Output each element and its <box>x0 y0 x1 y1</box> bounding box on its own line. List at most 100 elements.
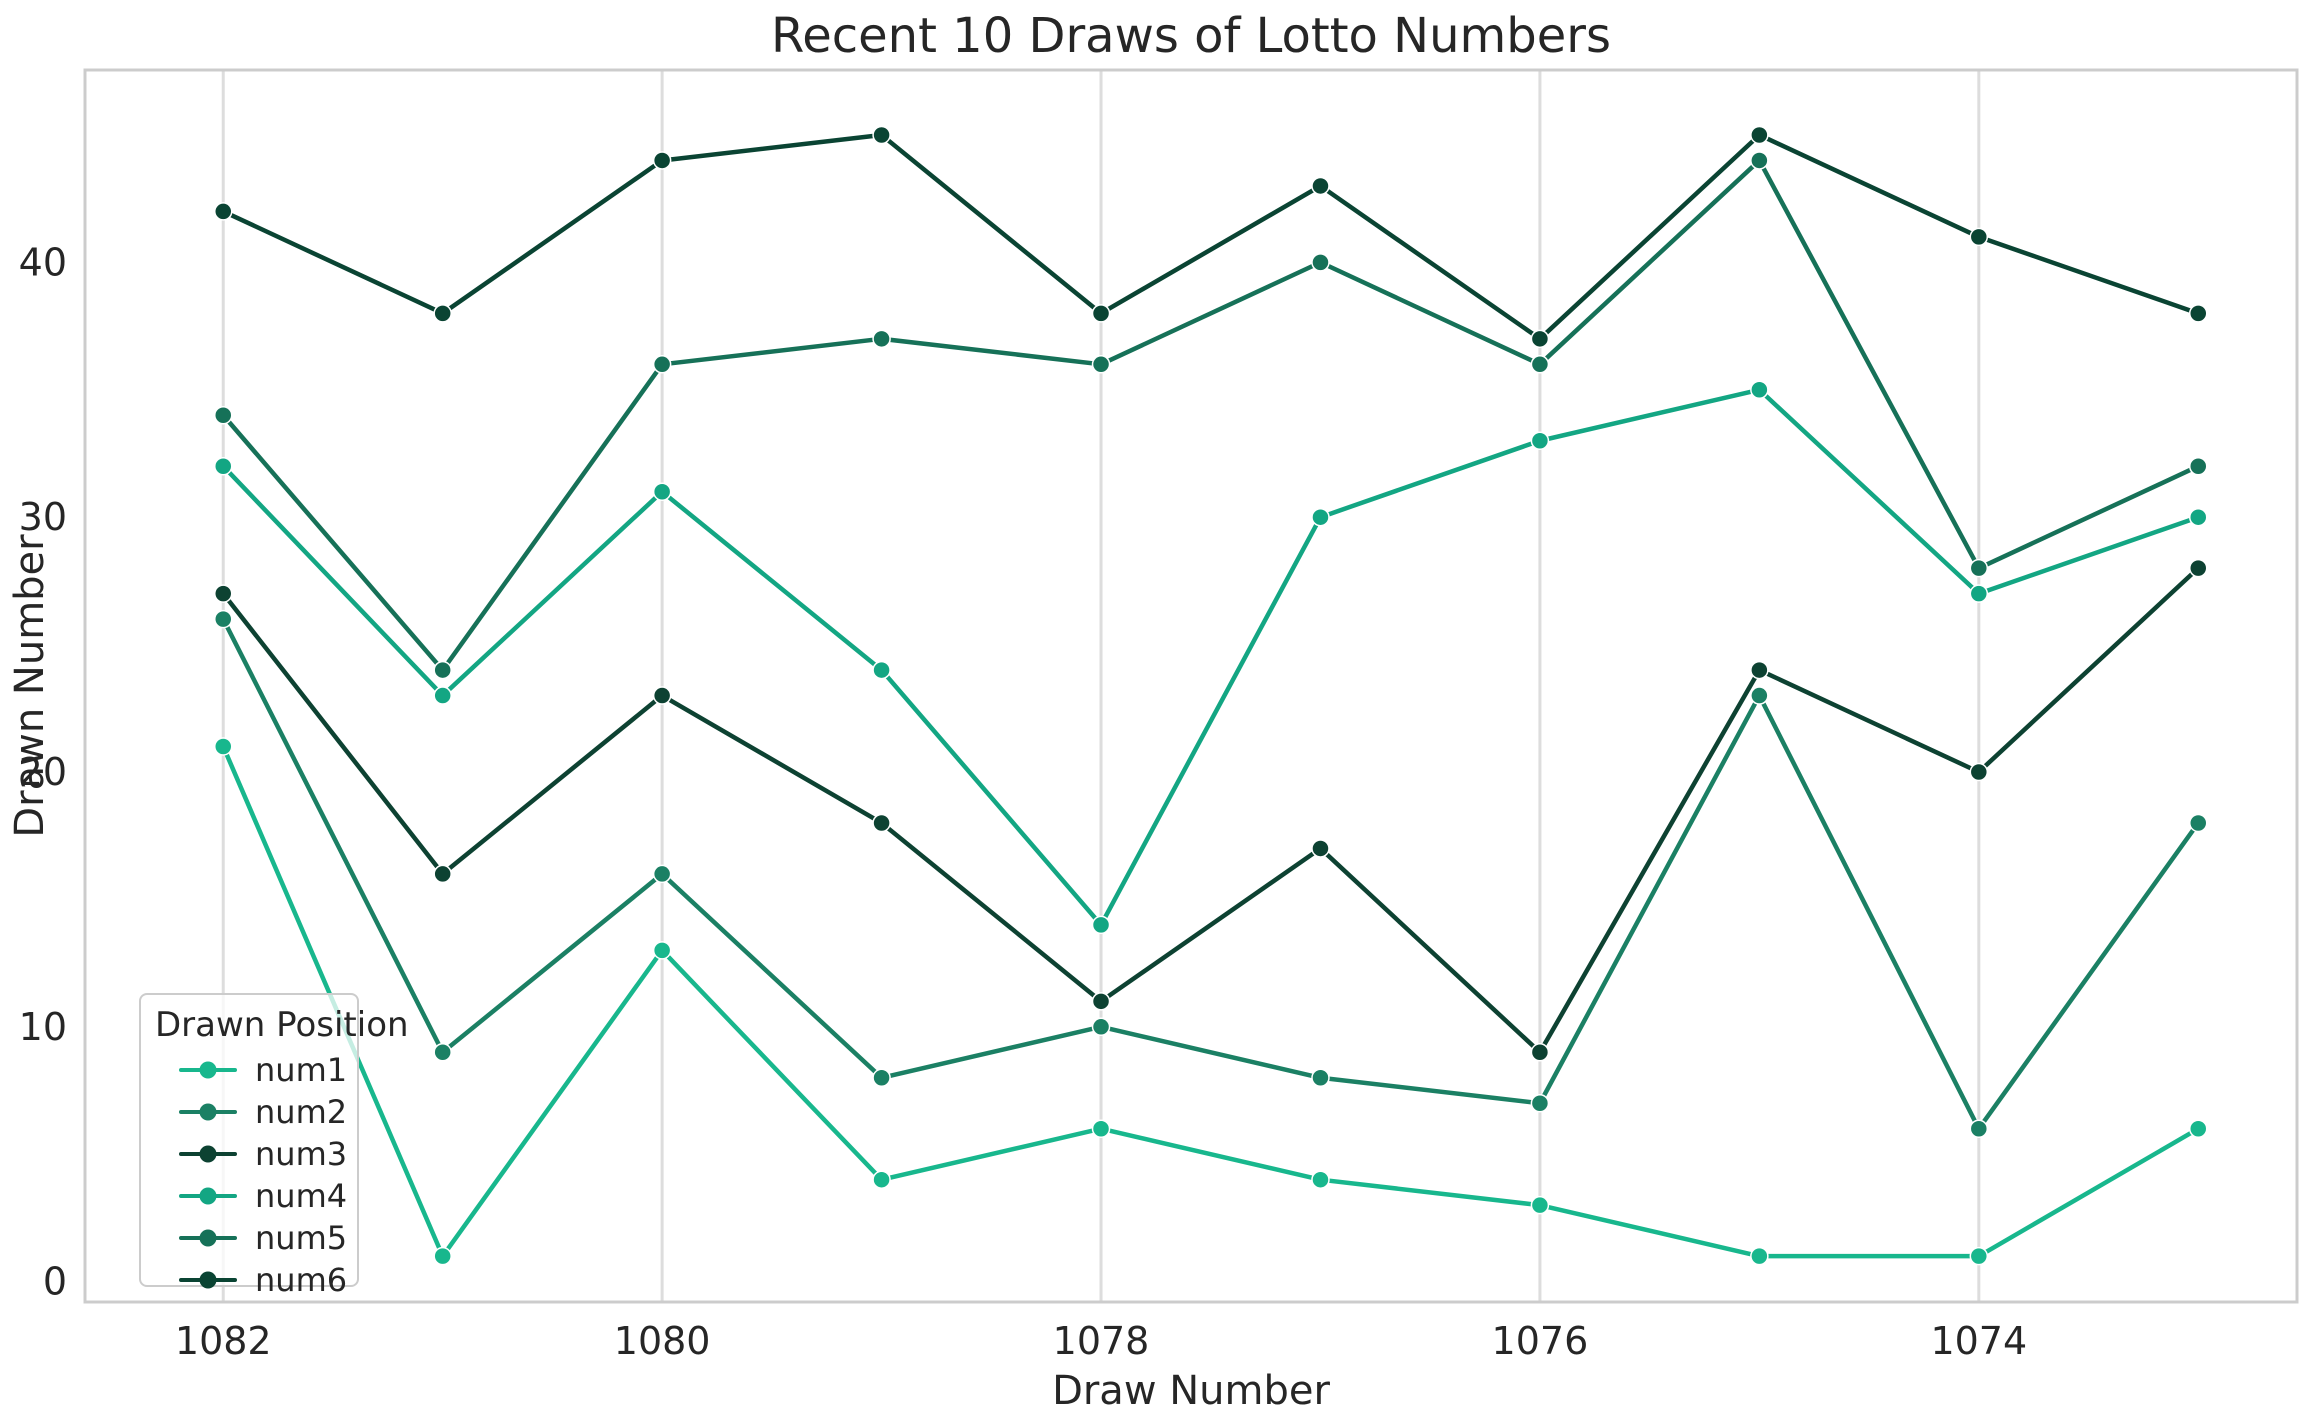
data-point-num5 <box>1311 253 1330 272</box>
series-marker-icon <box>179 1068 237 1072</box>
y-tick-label: 30 <box>19 495 67 539</box>
series-marker-icon <box>179 1194 237 1198</box>
x-tick-label: 1082 <box>175 1319 272 1363</box>
data-point-num3 <box>652 686 672 705</box>
series-line-num2 <box>221 618 2201 1131</box>
data-point-num2 <box>1530 1093 1550 1113</box>
data-point-num1 <box>2189 1119 2208 1138</box>
x-tick-label: 1080 <box>614 1319 711 1363</box>
data-point-num5 <box>1530 355 1550 374</box>
data-point-num1 <box>652 941 672 960</box>
legend-title: Drawn Position <box>155 1005 409 1045</box>
data-point-num5 <box>2189 456 2208 476</box>
legend: Drawn Position num1 num2 num3 num4 num5 … <box>139 993 409 1299</box>
data-point-num6 <box>1750 125 1769 145</box>
legend-item: num1 <box>155 1049 347 1091</box>
legend-item-label: num1 <box>255 1051 348 1089</box>
data-point-num5 <box>433 660 452 680</box>
series-marker-icon <box>179 1236 237 1240</box>
data-point-num6 <box>1969 227 1989 247</box>
data-point-num6 <box>652 151 672 170</box>
data-point-num1 <box>1311 1170 1330 1189</box>
data-point-num6 <box>2189 304 2208 323</box>
data-point-num1 <box>1091 1119 1111 1138</box>
series-marker-icon <box>179 1278 237 1282</box>
legend-item: num3 <box>155 1133 347 1175</box>
series-line-num4 <box>221 387 2199 928</box>
legend-item-label: num3 <box>255 1135 348 1173</box>
y-tick-label: 10 <box>19 1005 67 1049</box>
data-point-num4 <box>652 482 672 501</box>
data-point-num4 <box>2189 507 2208 527</box>
x-tick-label: 1074 <box>1930 1319 2027 1363</box>
legend-item-label: num4 <box>255 1177 348 1215</box>
data-point-num2 <box>433 1043 452 1062</box>
data-point-num3 <box>214 584 233 603</box>
series-marker-icon <box>179 1110 237 1114</box>
x-tick-label: 1078 <box>1053 1319 1150 1363</box>
series-marker-icon <box>179 1152 237 1156</box>
data-point-num4 <box>1530 431 1550 450</box>
data-point-num2 <box>214 609 233 629</box>
data-point-num4 <box>433 686 452 705</box>
data-point-num3 <box>2189 558 2208 578</box>
axes-frame <box>83 68 2299 1304</box>
data-point-num4 <box>1750 380 1769 400</box>
data-point-num6 <box>872 125 891 145</box>
data-point-num4 <box>872 660 891 680</box>
data-point-num1 <box>433 1246 452 1266</box>
y-tick-label: 0 <box>43 1260 67 1304</box>
chart-title: Recent 10 Draws of Lotto Numbers <box>771 8 1611 64</box>
data-point-num1 <box>1530 1195 1550 1215</box>
legend-item: num6 <box>155 1259 347 1301</box>
data-point-num4 <box>1311 507 1330 527</box>
data-point-num5 <box>652 355 672 374</box>
data-point-num5 <box>1750 151 1769 170</box>
series-line-num3 <box>221 566 2200 1055</box>
data-point-num2 <box>1969 1119 1989 1138</box>
data-point-num2 <box>652 864 672 884</box>
data-point-num3 <box>1750 660 1769 680</box>
legend-item-label: num2 <box>255 1093 348 1131</box>
data-point-num4 <box>1091 915 1111 935</box>
y-tick-label: 20 <box>19 750 67 794</box>
series-line-num5 <box>221 158 2200 673</box>
x-axis-label: Draw Number <box>1052 1368 1330 1414</box>
legend-item-label: num5 <box>255 1219 348 1257</box>
data-point-num5 <box>1969 558 1989 578</box>
data-point-num4 <box>1969 584 1989 603</box>
legend-item: num5 <box>155 1217 347 1259</box>
data-point-num5 <box>214 406 233 425</box>
data-point-num2 <box>1311 1068 1330 1088</box>
data-point-num6 <box>1311 176 1330 196</box>
data-point-num3 <box>1091 992 1111 1011</box>
x-tick-label: 1076 <box>1492 1319 1589 1363</box>
data-point-num6 <box>1091 304 1111 323</box>
data-point-num1 <box>1969 1246 1989 1266</box>
data-point-num6 <box>214 202 233 221</box>
data-point-num6 <box>433 304 452 323</box>
data-point-num3 <box>1311 839 1330 858</box>
series-line-num6 <box>222 132 2199 342</box>
data-point-num3 <box>1530 1043 1550 1062</box>
data-point-num5 <box>872 329 891 349</box>
data-point-num4 <box>214 456 233 476</box>
data-point-num2 <box>1091 1017 1111 1037</box>
data-point-num1 <box>214 737 233 756</box>
data-point-num5 <box>1091 355 1111 374</box>
data-point-num2 <box>2189 813 2208 833</box>
legend-item: num4 <box>155 1175 347 1217</box>
legend-item: num2 <box>155 1091 347 1133</box>
y-tick-label: 40 <box>19 240 67 284</box>
data-point-num1 <box>872 1170 891 1189</box>
data-point-num1 <box>1750 1246 1769 1266</box>
data-point-num2 <box>1750 686 1769 705</box>
data-point-num3 <box>872 813 891 833</box>
legend-item-label: num6 <box>255 1261 348 1299</box>
data-point-num3 <box>1969 762 1989 782</box>
y-axis-label: Drawn Number <box>7 534 53 838</box>
series-line-num1 <box>221 745 2200 1259</box>
data-point-num2 <box>872 1068 891 1088</box>
